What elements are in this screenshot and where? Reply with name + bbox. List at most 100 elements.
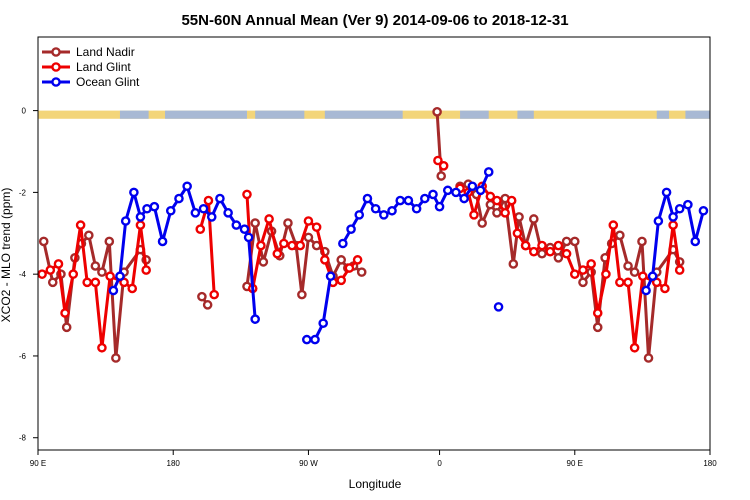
land-glint-point <box>264 214 274 224</box>
land-glint-point <box>344 263 355 273</box>
ocean-glint-point <box>442 185 453 196</box>
y-tick-label-4: -8 <box>19 434 27 443</box>
x-tick-label-0: 90 E <box>30 459 46 468</box>
land-nadir-point <box>561 236 572 247</box>
land-glint-point <box>287 240 297 251</box>
land-nadir-point <box>592 322 603 333</box>
land-glint-point <box>127 283 138 294</box>
land-glint-point <box>303 216 314 226</box>
land-nadir-point <box>90 261 101 271</box>
land-glint-point <box>492 195 502 206</box>
series-layer <box>37 107 709 363</box>
series-land-glint <box>37 155 685 353</box>
ocean-glint-line-1 <box>306 275 333 342</box>
legend-label-land-nadir: Land Nadir <box>76 45 135 59</box>
ocean-glint-point <box>149 201 160 212</box>
land-nadir-point <box>492 208 502 218</box>
ocean-glint-point <box>142 203 152 214</box>
band-ocean-5 <box>517 110 534 119</box>
land-glint-point <box>82 277 92 288</box>
land-glint-point <box>608 220 619 230</box>
land-glint-point <box>119 277 129 288</box>
ocean-glint-point <box>493 302 504 312</box>
land-nadir-point <box>615 230 625 241</box>
ocean-glint-point <box>157 236 168 247</box>
ocean-glint-point <box>674 203 685 214</box>
land-nadir-point <box>97 267 107 277</box>
ocean-glint-point <box>108 285 119 296</box>
ocean-glint-point <box>182 181 192 192</box>
x-tick-label-2: 90 W <box>299 459 318 468</box>
ocean-glint-point <box>641 285 651 296</box>
land-glint-point <box>506 195 517 206</box>
land-glint-point <box>37 269 47 279</box>
land-glint-point <box>660 283 670 294</box>
land-glint-point <box>615 277 625 288</box>
land-glint-point <box>500 208 510 218</box>
land-glint-point <box>537 240 547 251</box>
land-glint-point <box>638 271 648 282</box>
land-glint-point <box>68 269 79 279</box>
ocean-glint-point <box>379 210 389 220</box>
ocean-glint-point <box>653 216 664 226</box>
land-nadir-point <box>38 236 49 247</box>
ocean-glint-point <box>325 271 336 282</box>
land-glint-point <box>569 269 580 279</box>
land-nadir-point <box>258 257 269 267</box>
land-glint-point <box>272 248 283 259</box>
ocean-glint-point <box>206 212 217 222</box>
land-nadir-point <box>61 322 72 333</box>
land-glint-point <box>485 191 496 202</box>
x-tick-label-5: 180 <box>703 459 717 468</box>
land-glint-point <box>75 220 86 230</box>
land-glint-point <box>90 277 101 288</box>
land-glint-point <box>242 189 252 200</box>
land-glint-point <box>623 277 633 288</box>
land-nadir-point <box>283 218 293 228</box>
land-nadir-point <box>197 291 207 302</box>
land-glint-point <box>668 220 678 230</box>
ocean-glint-point <box>115 271 125 282</box>
land-glint-point <box>141 265 151 275</box>
x-tick-label-4: 90 E <box>567 459 583 468</box>
legend-marker-ocean-glint <box>51 77 61 87</box>
ocean-glint-point <box>459 193 469 204</box>
ocean-glint-point <box>475 185 486 196</box>
land-glint-point <box>586 259 596 269</box>
ocean-glint-point <box>354 210 365 220</box>
land-nadir-point <box>303 232 314 243</box>
land-glint-point <box>256 240 266 251</box>
land-glint-point <box>320 255 330 265</box>
land-glint-point <box>105 271 115 282</box>
land-nadir-point <box>432 107 442 117</box>
land-glint-point <box>601 269 611 279</box>
land-glint-point <box>195 224 206 234</box>
land-nadir-point <box>623 261 633 271</box>
land-nadir-point <box>637 236 647 247</box>
ocean-glint-point <box>420 193 430 204</box>
land-glint-point <box>578 265 588 275</box>
ocean-glint-point <box>370 203 381 214</box>
land-glint-point <box>209 289 219 300</box>
ocean-glint-point <box>250 314 260 324</box>
ocean-glint-point <box>451 187 461 198</box>
land-nadir-point <box>336 255 347 265</box>
land-nadir-point <box>477 218 487 228</box>
y-axis-label: XCO2 - MLO trend (ppm) <box>0 188 13 323</box>
land-glint-point <box>203 195 214 206</box>
land-nadir-point <box>436 171 447 181</box>
x-axis: 90 E 180 90 W 0 90 E 180 <box>30 450 717 468</box>
land-glint-point <box>553 240 564 251</box>
ocean-glint-point <box>135 212 146 222</box>
ocean-glint-point <box>483 167 494 177</box>
legend-label-ocean-glint: Ocean Glint <box>76 75 140 89</box>
land-ocean-band <box>38 110 710 119</box>
ocean-glint-point <box>198 203 209 214</box>
ocean-glint-point <box>411 203 422 214</box>
land-glint-point <box>438 161 449 171</box>
ocean-glint-point <box>165 205 176 216</box>
ocean-glint-point <box>346 224 356 234</box>
ocean-glint-point <box>243 232 254 243</box>
land-glint-point <box>295 240 306 251</box>
band-ocean-2 <box>255 110 305 119</box>
